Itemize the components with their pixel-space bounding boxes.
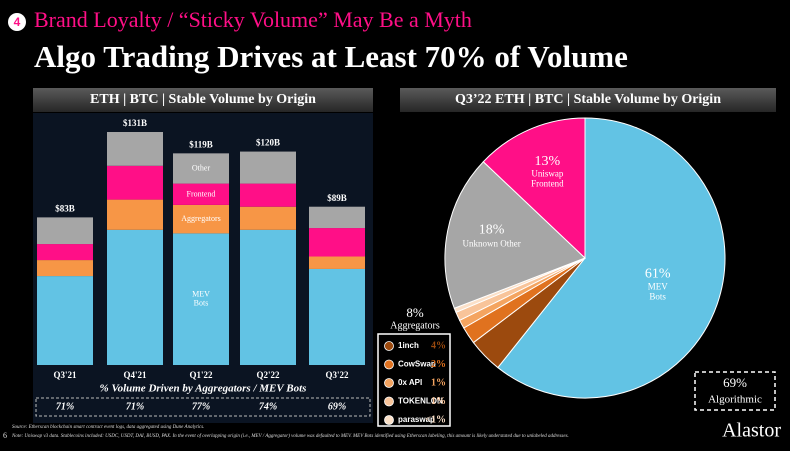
bar-segment xyxy=(37,217,93,245)
bar-segment xyxy=(37,260,93,277)
bar-segment xyxy=(309,256,365,269)
legend-icon xyxy=(384,415,394,425)
bar-segment xyxy=(309,228,365,257)
badge xyxy=(8,13,26,31)
callout-text: Algorithmic xyxy=(708,394,762,406)
right-title-strip xyxy=(400,88,776,112)
legend-name: 1inch xyxy=(398,341,419,350)
right-chart-title: Q3’22 ETH | BTC | Stable Volume by Origi… xyxy=(455,92,721,107)
pie-slice xyxy=(497,117,726,399)
legend-value: 2% xyxy=(431,359,446,370)
total-label: $131B xyxy=(123,118,147,128)
title: Algo Trading Drives at Least 70% of Volu… xyxy=(34,39,628,74)
legend-icon xyxy=(384,396,394,407)
legend-value: 4% xyxy=(431,340,446,351)
legend-name: CowSwap xyxy=(398,360,436,369)
legend-value: 1% xyxy=(431,396,446,407)
legend-icon xyxy=(384,341,394,351)
note: Note: Uniswap v3 data. Stablecoins inclu… xyxy=(11,434,569,439)
bar-segment xyxy=(240,229,296,365)
pct-title: % Volume Driven by Aggregators / MEV Bot… xyxy=(100,383,307,395)
total-label: $120B xyxy=(256,138,280,148)
callout-box xyxy=(694,371,776,411)
x-tick-label: Q3'21 xyxy=(53,370,77,380)
kicker: Brand Loyalty / “Sticky Volume” May Be a… xyxy=(34,7,472,32)
pct-value: 71% xyxy=(56,401,74,412)
bar-segment xyxy=(309,268,365,365)
x-tick-label: Q1'22 xyxy=(189,370,213,380)
bar-segment xyxy=(173,233,229,365)
group-value: 8% xyxy=(406,305,424,320)
bar-segment xyxy=(173,153,229,184)
legend-value: 1% xyxy=(431,377,446,388)
legend-name: 0x API xyxy=(398,378,422,387)
total-label: $83B xyxy=(55,203,75,213)
bar-segment xyxy=(309,206,365,229)
total-label: $119B xyxy=(189,139,213,149)
segment-label: Other xyxy=(192,163,211,172)
logo: Alastor xyxy=(722,420,781,442)
legend-name: paraswap xyxy=(398,415,435,424)
pct-value: 71% xyxy=(126,401,144,412)
slice-value: 61% xyxy=(645,267,671,282)
bar-segment xyxy=(173,204,229,234)
slice-name: Uniswap Frontend xyxy=(531,169,564,189)
segment-label: Aggregators xyxy=(181,214,221,223)
pct-value: 74% xyxy=(259,401,277,412)
pie-slice xyxy=(482,117,586,260)
pie-slice xyxy=(444,161,586,309)
segment-label: MEV Bots xyxy=(192,290,210,308)
x-tick-label: Q3'22 xyxy=(325,370,349,380)
slice-name: Unknown Other xyxy=(462,239,520,249)
legend-name: TOKENLON xyxy=(398,397,443,406)
source-note: Source: Etherscan blockchain smart contr… xyxy=(12,425,204,430)
bar-segment xyxy=(240,151,296,184)
legend-value: <1% xyxy=(425,414,446,425)
group-name: Aggregators xyxy=(390,320,440,331)
slice-value: 13% xyxy=(535,154,561,169)
bar-segment xyxy=(37,276,93,365)
callout-value: 69% xyxy=(723,375,747,390)
bar-segment xyxy=(107,165,163,200)
slice-name: MEV Bots xyxy=(648,281,669,301)
legend-icon xyxy=(384,359,394,370)
bar-segment xyxy=(240,206,296,230)
pct-value: 69% xyxy=(328,401,346,412)
left-chart-title: ETH | BTC | Stable Volume by Origin xyxy=(90,92,316,107)
legend-icon xyxy=(384,378,394,388)
x-tick-label: Q4'21 xyxy=(123,370,147,380)
left-title-strip xyxy=(33,88,373,112)
bar-segment xyxy=(37,244,93,261)
badge-number: 4 xyxy=(14,15,21,29)
bar-segment xyxy=(173,183,229,205)
total-label: $89B xyxy=(327,193,347,203)
bar-segment xyxy=(107,199,163,230)
x-tick-label: Q2'22 xyxy=(256,370,280,380)
pct-box xyxy=(35,397,371,417)
bar-segment xyxy=(107,229,163,365)
bar-segment xyxy=(107,132,163,166)
pct-value: 77% xyxy=(192,401,210,412)
slice-value: 18% xyxy=(479,223,505,238)
segment-label: Frontend xyxy=(187,189,216,198)
bar-segment xyxy=(240,183,296,207)
page-number: 6 xyxy=(3,431,7,440)
